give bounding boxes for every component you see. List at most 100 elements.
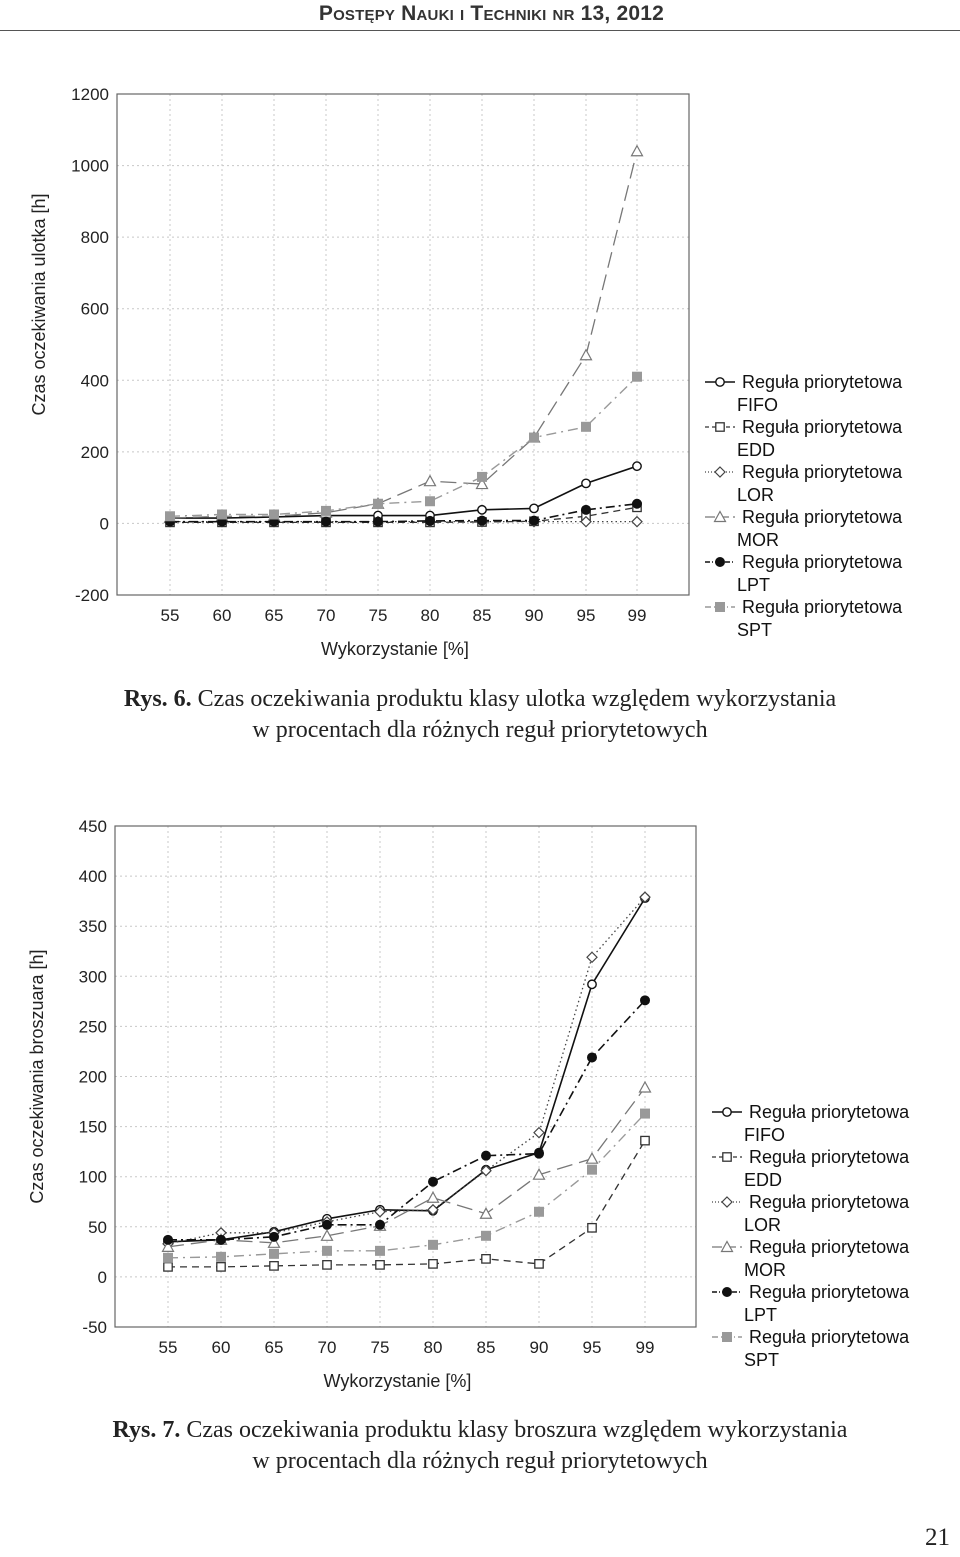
legend-label-line1: Reguła priorytetowa	[742, 372, 903, 392]
legend-label-line1: Reguła priorytetowa	[749, 1192, 910, 1212]
data-point	[587, 979, 597, 990]
data-point	[529, 432, 539, 443]
data-point	[375, 1245, 385, 1256]
series-line-spt	[169, 376, 638, 517]
x-tick-labels: 55 60 65 70 75 80 85 90 95 99	[159, 1338, 655, 1357]
data-point	[321, 505, 331, 516]
data-point	[165, 511, 175, 522]
legend-item-mor: Reguła priorytetowa MOR	[705, 507, 903, 550]
data-point	[481, 1150, 491, 1161]
data-point	[534, 1206, 544, 1217]
y-tick-label: 50	[88, 1218, 107, 1237]
y-tick-label: 0	[100, 514, 109, 533]
data-point	[585, 1151, 599, 1164]
y-tick-label: 450	[79, 817, 107, 836]
data-point	[586, 951, 598, 964]
data-point	[587, 1222, 597, 1233]
chart-grid	[117, 93, 689, 596]
page-number: 21	[925, 1524, 950, 1551]
series-lor	[162, 891, 651, 1250]
data-point	[580, 515, 592, 528]
circle-filled-marker-icon	[722, 1287, 732, 1297]
data-point	[216, 1262, 226, 1272]
x-tick-label: 99	[636, 1338, 655, 1357]
circle-filled-marker-icon	[715, 557, 725, 567]
y-tick-label: 300	[79, 967, 107, 986]
data-point	[423, 474, 437, 487]
y-tick-label: 200	[81, 443, 109, 462]
data-point	[217, 509, 227, 520]
data-point	[426, 1190, 440, 1203]
legend-label-line1: Reguła priorytetowa	[742, 507, 903, 527]
legend-label-line2: EDD	[744, 1170, 782, 1190]
x-tick-label: 55	[161, 606, 180, 625]
data-point	[475, 477, 489, 490]
data-point	[630, 144, 644, 157]
header-rule	[0, 30, 960, 31]
data-point	[477, 504, 487, 515]
data-point	[479, 1207, 493, 1219]
chart-series	[163, 144, 644, 528]
data-point	[428, 1176, 438, 1187]
series-line-spt	[167, 1113, 646, 1259]
x-tick-label: 65	[265, 1338, 284, 1357]
square-filled-marker-icon	[722, 1332, 732, 1342]
legend-label-line2: EDD	[737, 440, 775, 460]
caption-label: Rys. 6.	[123, 686, 192, 712]
legend-label-line2: SPT	[737, 620, 772, 640]
figure-caption-7: Rys. 7. Czas oczekiwania produktu klasy …	[0, 1415, 960, 1477]
y-tick-labels: -50 0 50 100 150 200 250 300 350 400 450	[79, 817, 107, 1337]
journal-header-text: Postępy Nauki i Techniki nr 13, 2012	[318, 2, 664, 25]
series-line-lor	[167, 896, 646, 1245]
data-point	[163, 1262, 173, 1272]
data-point	[640, 995, 650, 1006]
y-axis-title: Czas oczekiwania broszuara [h]	[27, 949, 47, 1203]
y-tick-label: -50	[82, 1318, 107, 1337]
series-line-lpt	[170, 502, 638, 523]
legend-item-lpt: Reguła priorytetowa LPT	[712, 1282, 910, 1325]
x-tick-label: 90	[525, 606, 544, 625]
data-point	[534, 1148, 544, 1159]
series-line-lpt	[168, 999, 646, 1241]
chart-ulotka: -200 0 200 400 600 800 1000 1200 55 60 65 70 75 80 85…	[29, 85, 903, 659]
x-axis-title: Wykorzystanie [%]	[324, 1371, 472, 1391]
legend-item-lor: Reguła priorytetowa LOR	[712, 1192, 910, 1235]
series-line-mor	[169, 151, 638, 519]
legend-item-fifo: Reguła priorytetowa FIFO	[712, 1102, 910, 1145]
x-tick-label: 55	[159, 1338, 178, 1357]
legend-label-line1: Reguła priorytetowa	[749, 1237, 910, 1257]
data-point	[480, 1164, 492, 1177]
triangle-open-marker-icon	[720, 1240, 734, 1253]
circle-open-marker-icon	[715, 377, 725, 387]
y-tick-label: 200	[79, 1068, 107, 1087]
y-tick-label: 1200	[71, 85, 109, 104]
legend-item-lpt: Reguła priorytetowa LPT	[705, 552, 903, 595]
x-tick-label: 90	[530, 1338, 549, 1357]
caption-line2: w procentach dla różnych reguł priorytet…	[252, 1448, 708, 1474]
data-point	[477, 471, 487, 482]
data-point	[374, 1205, 386, 1218]
page-header: Postępy Nauki i Techniki nr 13, 2012	[0, 0, 960, 32]
data-point	[216, 1251, 226, 1262]
legend-label-line1: Reguła priorytetowa	[749, 1327, 910, 1347]
data-point	[534, 1259, 544, 1269]
data-point	[632, 371, 642, 382]
legend-label-line1: Reguła priorytetowa	[749, 1102, 910, 1122]
legend-label-line2: LOR	[744, 1215, 781, 1235]
diamond-open-marker-icon	[714, 466, 726, 478]
data-point	[631, 515, 643, 528]
series-fifo	[163, 893, 650, 1247]
square-filled-marker-icon	[715, 602, 725, 612]
chart-series	[161, 891, 652, 1272]
y-tick-label: 1000	[71, 157, 109, 176]
data-point	[269, 1248, 279, 1259]
legend-label-line1: Reguła priorytetowa	[742, 597, 903, 617]
legend-label-line2: FIFO	[744, 1125, 785, 1145]
data-point	[322, 1219, 332, 1230]
legend-label-line2: LPT	[737, 575, 770, 595]
data-point	[581, 478, 591, 489]
x-tick-label: 85	[473, 606, 492, 625]
data-point	[532, 1167, 546, 1180]
x-axis-title: Wykorzystanie [%]	[321, 639, 469, 659]
